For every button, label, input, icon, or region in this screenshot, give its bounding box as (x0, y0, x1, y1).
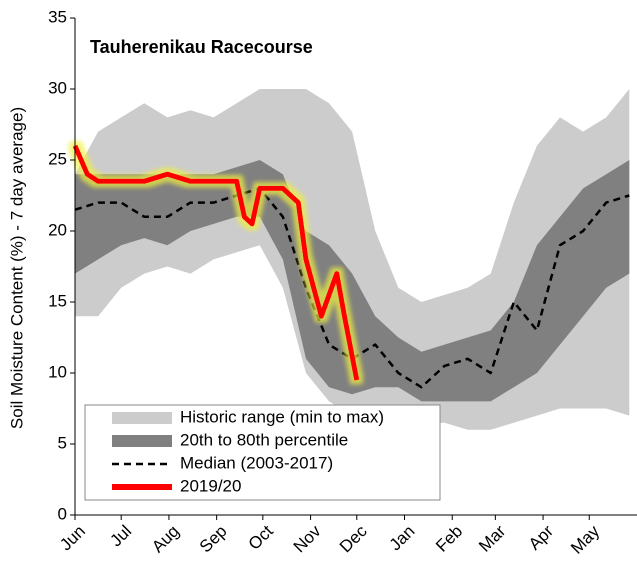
y-axis-label: Soil Moisture Content (%) - 7 day averag… (7, 107, 26, 429)
legend-label: 20th to 80th percentile (180, 430, 348, 449)
x-tick-label: Dec (336, 521, 371, 556)
x-tick-label: Sep (196, 522, 231, 557)
x-tick-label: Nov (290, 521, 325, 556)
legend-label: Historic range (min to max) (180, 407, 384, 426)
legend-label: 2019/20 (180, 476, 241, 495)
x-tick-label: Apr (525, 521, 557, 553)
x-tick-label: Jun (56, 522, 89, 555)
legend-label: Median (2003-2017) (180, 453, 333, 472)
chart-title: Tauherenikau Racecourse (90, 37, 313, 57)
plot-area (72, 89, 630, 430)
y-tick-label: 25 (48, 149, 67, 168)
y-tick-label: 5 (58, 433, 67, 452)
y-tick-label: 20 (48, 220, 67, 239)
x-tick-label: Jul (106, 522, 135, 551)
y-tick-label: 15 (48, 291, 67, 310)
line-series (74, 187, 630, 389)
y-tick-label: 10 (48, 362, 67, 381)
y-tick-label: 35 (48, 7, 67, 26)
x-tick-label: Oct (245, 521, 277, 553)
x-tick-label: Jan (386, 522, 419, 555)
band-area (75, 160, 630, 402)
line-series (72, 144, 360, 381)
legend-swatch (112, 435, 172, 447)
y-tick-label: 30 (48, 78, 67, 97)
x-tick-label: Feb (432, 522, 466, 556)
x-tick-label: May (567, 521, 603, 557)
y-tick-label: 0 (58, 504, 67, 523)
x-tick-label: Aug (148, 522, 183, 557)
legend-swatch (112, 412, 172, 424)
x-tick-label: Mar (475, 521, 509, 555)
